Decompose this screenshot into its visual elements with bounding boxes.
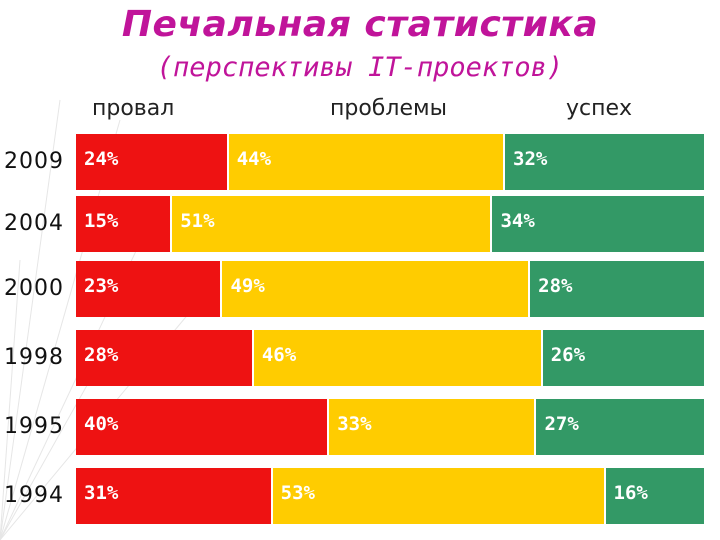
data-label: 16% [613, 482, 648, 504]
bar-segment-fail: 28% [76, 330, 252, 386]
year-label: 1994 [4, 483, 64, 508]
bar-segment-fail: 31% [76, 468, 271, 524]
data-label: 28% [538, 275, 573, 297]
bar-segment-problems: 53% [270, 468, 604, 524]
data-label: 32% [513, 148, 548, 170]
legend-success: успех [566, 96, 633, 121]
bar-segment-fail: 24% [76, 134, 227, 190]
chart-title: Печальная статистика [121, 4, 599, 45]
data-label: 34% [500, 210, 535, 232]
data-label: 33% [337, 413, 372, 435]
bar-segment-success: 32% [503, 134, 704, 190]
data-label: 28% [84, 344, 119, 366]
bar-row-1998: 28% 46% 26% [76, 330, 704, 386]
year-label: 2009 [4, 149, 64, 174]
data-label: 51% [180, 210, 215, 232]
year-label: 2000 [4, 276, 64, 301]
bar-segment-fail: 23% [76, 261, 221, 317]
year-label: 2004 [4, 211, 64, 236]
bar-segment-problems: 33% [327, 399, 535, 455]
data-label: 27% [544, 413, 579, 435]
bar-segment-success: 28% [528, 261, 704, 317]
bar-row-2000: 23% 49% 28% [76, 261, 704, 317]
bar-segment-problems: 51% [170, 196, 491, 252]
data-label: 53% [280, 482, 315, 504]
data-label: 44% [236, 148, 272, 170]
data-label: 26% [550, 344, 586, 366]
bar-segment-fail: 40% [76, 399, 328, 455]
bar-segment-problems: 49% [220, 261, 529, 317]
year-label: 1998 [4, 345, 64, 370]
bar-segment-success: 34% [490, 196, 704, 252]
chart-subtitle: (перспективы IT-проектов) [156, 52, 564, 83]
data-label: 31% [84, 482, 119, 504]
bar-row-1994: 31% 53% 16% [76, 468, 704, 524]
data-label: 49% [230, 275, 265, 297]
legend-problems: проблемы [330, 96, 447, 121]
bar-segment-success: 27% [534, 399, 704, 455]
bar-row-1995: 40% 33% 27% [76, 399, 704, 455]
bar-segment-problems: 46% [251, 330, 541, 386]
year-label: 1995 [4, 414, 64, 439]
legend-fail: провал [92, 96, 175, 121]
data-label: 46% [261, 344, 297, 366]
bar-segment-success: 26% [540, 330, 704, 386]
bar-row-2004: 15% 51% 34% [76, 196, 704, 252]
data-label: 40% [84, 413, 119, 435]
data-label: 15% [84, 210, 119, 232]
bar-segment-fail: 15% [76, 196, 171, 252]
bar-segment-success: 16% [603, 468, 704, 524]
data-label: 24% [84, 148, 119, 170]
bar-segment-problems: 44% [226, 134, 504, 190]
data-label: 23% [84, 275, 119, 297]
bar-row-2009: 24% 44% 32% [76, 134, 704, 190]
